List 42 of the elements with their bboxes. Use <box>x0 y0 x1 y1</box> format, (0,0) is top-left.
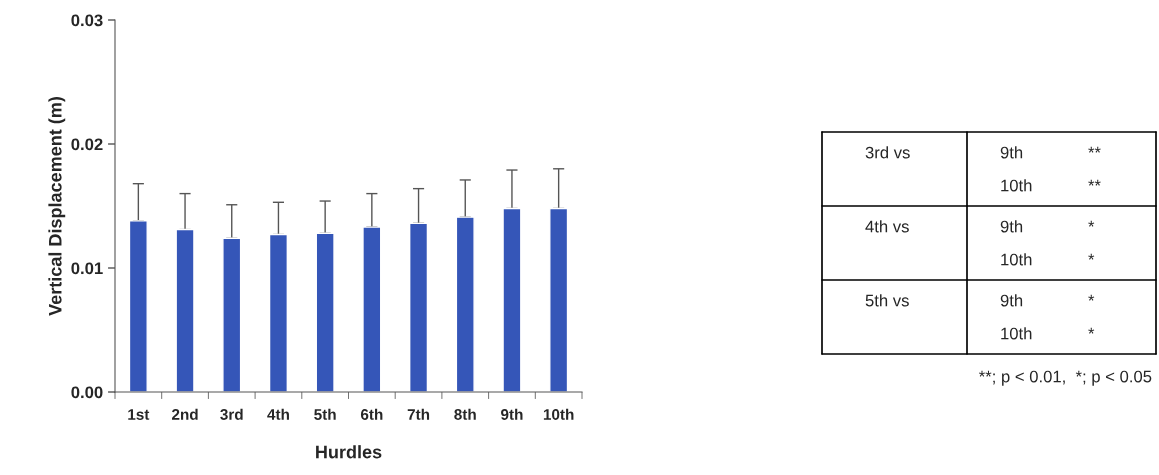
bar <box>128 220 148 392</box>
text: 9th <box>1000 146 1023 159</box>
x-tick-label: 6th <box>360 408 383 420</box>
text: ** <box>1088 179 1101 186</box>
bar <box>362 226 382 392</box>
text: 5th vs <box>865 294 909 307</box>
x-tick-label: 7th <box>407 408 430 420</box>
x-tick-label: 4th <box>267 408 289 420</box>
text: 9th <box>1000 220 1023 233</box>
bar <box>408 222 429 392</box>
y-tick-label: 0.02 <box>71 138 103 151</box>
bar <box>455 216 475 392</box>
x-tick-label: 3rd <box>220 408 243 420</box>
bar <box>175 228 195 392</box>
x-tick-label: 2nd <box>172 408 198 420</box>
x-tick-label: 9th <box>501 408 523 420</box>
text: 3rd vs <box>865 146 910 159</box>
text: 9th <box>1000 294 1023 307</box>
y-tick-label: 0.00 <box>71 386 103 399</box>
bar <box>549 207 569 392</box>
x-axis-title: Hurdles <box>316 445 382 459</box>
text: * <box>1088 294 1095 301</box>
text: ** <box>1088 146 1101 153</box>
y-tick-label: 0.03 <box>71 14 103 27</box>
x-tick-label: 8th <box>454 408 476 420</box>
y-tick-label: 0.01 <box>71 262 103 275</box>
text: * <box>1088 327 1095 334</box>
text: 10th <box>1001 179 1032 192</box>
text: 10th <box>1001 253 1032 266</box>
x-tick-label: 10th <box>543 408 574 420</box>
bar <box>502 207 522 392</box>
text: * <box>1088 253 1095 260</box>
bar <box>315 232 335 392</box>
bar <box>222 237 242 392</box>
y-axis-title: Vertical Displacement (m) <box>48 97 66 316</box>
text: 4th vs <box>865 220 909 233</box>
text: **; p < 0.01, *; p < 0.05 <box>979 370 1152 386</box>
x-tick-label: 1st <box>128 409 150 420</box>
bar <box>268 233 289 392</box>
x-tick-label: 5th <box>314 408 336 420</box>
text: 10th <box>1001 327 1032 340</box>
text: * <box>1088 220 1095 227</box>
